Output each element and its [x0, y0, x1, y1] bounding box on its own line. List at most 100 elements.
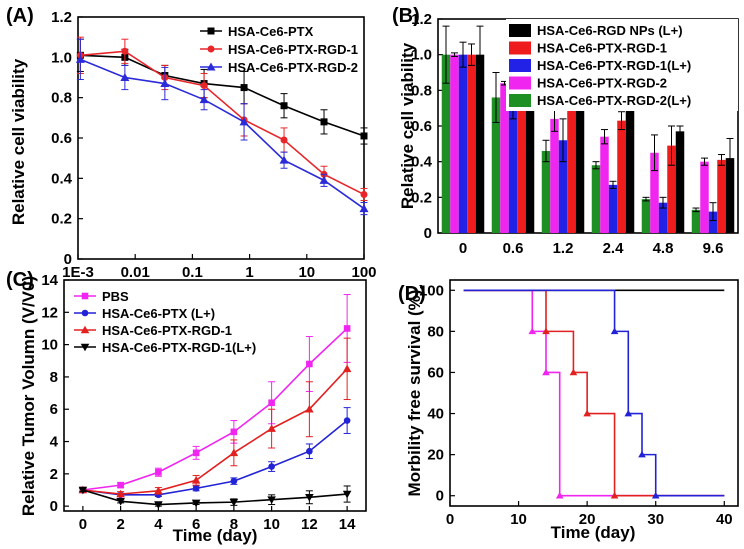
panel-b-legend-swatch — [509, 24, 531, 37]
panel-a-xtick-label: 0.1 — [182, 264, 203, 281]
panel-a-ytick-label: 0.4 — [51, 170, 73, 187]
panel-b-bar — [600, 136, 609, 233]
panel-a-legend-marker — [206, 62, 216, 71]
panel-b-bar — [650, 152, 659, 233]
panel-a-point — [360, 190, 368, 198]
panel-d-censor-marker — [624, 409, 633, 417]
panel-c-point — [305, 493, 314, 502]
panel-c-ytick-label: 14 — [41, 272, 58, 289]
panel-b-ytick-label: 1.0 — [411, 47, 432, 64]
panel-b-xtick-label: 4.8 — [653, 240, 674, 257]
panel-a-point — [320, 118, 328, 126]
panel-b-errorbar — [609, 180, 617, 189]
panel-c-series-4 — [78, 485, 352, 509]
panel-b-bar — [491, 97, 501, 233]
panel-d-xtick-label: 40 — [716, 511, 733, 528]
panel-b-bar — [591, 165, 601, 233]
panel-c-ytick-label: 10 — [41, 337, 58, 354]
panel-c-series-line — [82, 327, 348, 491]
panel-a-legend: HSA-Ce6-PTX HSA-Ce6-PTX-RGD-1 HSA-Ce6-PTX-… — [200, 24, 358, 75]
panel-b-bar — [617, 120, 626, 233]
panel-a-legend-marker — [207, 27, 215, 35]
panel-a-xtick-label: 100 — [351, 264, 376, 281]
panel-b-errorbar — [701, 157, 708, 166]
panel-b-bar — [558, 140, 568, 233]
panel-b-bar — [450, 54, 459, 233]
panel-b-bar — [508, 106, 518, 233]
panel-c-ytick-label: 12 — [41, 304, 58, 321]
panel-d-xtick-label: 30 — [647, 511, 664, 528]
panel-b-errorbar — [451, 52, 458, 57]
panel-c-legend-label: HSA-Ce6-PTX-RGD-1 — [102, 323, 232, 338]
panel-c-point — [306, 447, 313, 455]
panel-c-point — [192, 485, 200, 492]
panel-a-point — [360, 132, 368, 140]
panel-b-errorbar — [542, 139, 550, 163]
panel-b-bar — [567, 92, 576, 233]
panel-b-errorbar — [442, 25, 450, 84]
panel-c-legend-marker — [80, 325, 90, 334]
panel-a-series-3 — [75, 38, 369, 216]
panel-c: (C) Relative Tumor Volumn (V/V0) Time (d… — [6, 269, 367, 545]
panel-c-ytick-label: 4 — [50, 434, 59, 451]
panel-b-errorbar — [668, 125, 675, 166]
panel-a-point — [75, 54, 85, 63]
panel-b-legend-label: HSA-Ce6-PTX-RGD-2 — [537, 76, 667, 91]
panel-b-legend-swatch — [509, 76, 531, 90]
panel-a-point — [359, 204, 369, 213]
panel-c-point — [117, 481, 124, 489]
panel-b-xtick-label: 2.4 — [603, 240, 625, 257]
panel-b-bar — [458, 54, 468, 233]
panel-b-errorbar — [601, 129, 608, 145]
panel-c-point — [230, 428, 238, 436]
panel-a-point — [160, 79, 170, 88]
panel-b-legend-label: HSA-Ce6-RGD NPs (L+) — [537, 23, 683, 38]
panel-c-point — [342, 490, 352, 499]
panel-c-point — [305, 404, 314, 413]
panel-a-point — [199, 95, 209, 104]
panel-b-bar — [608, 184, 618, 233]
panel-c-label: (C) — [6, 269, 34, 291]
panel-a-series-line — [80, 50, 365, 196]
panel-a-ylabel: Relative cell viability — [9, 58, 28, 225]
panel-b-xtick-label: 1.2 — [553, 240, 574, 257]
panel-b-errorbar — [709, 202, 717, 222]
panel-b-ytick-label: 0.2 — [411, 189, 432, 206]
panel-c-point — [268, 463, 275, 470]
panel-c-xtick-label: 2 — [116, 516, 124, 533]
panel-c-point — [343, 417, 351, 424]
panel-c-point — [229, 448, 239, 457]
panel-b-xtick-label: 0 — [459, 240, 467, 257]
panel-c-ytick-label: 2 — [50, 466, 58, 483]
panel-c-xtick-label: 0 — [79, 516, 87, 533]
panel-d-xtick-label: 10 — [510, 511, 527, 528]
panel-b-ylabel: Relative cell viability — [398, 42, 417, 209]
panel-b-bar — [550, 118, 559, 233]
panel-d-step-line — [463, 289, 725, 497]
panel-c-xlabel: Time (day) — [173, 526, 258, 545]
panel-b-errorbar — [718, 154, 725, 166]
panel-c-frame — [63, 279, 367, 512]
panel-d-step-line — [463, 289, 725, 497]
panel-c-point — [154, 501, 163, 509]
panel-a-ytick-label: 1.2 — [51, 9, 72, 26]
panel-d-ytick-label: 0 — [436, 488, 444, 505]
panel-c-legend-marker — [80, 343, 90, 352]
panel-b-bar — [675, 131, 685, 233]
panel-a-point — [240, 84, 248, 92]
panel-d-xtick-label: 20 — [579, 511, 596, 528]
panel-c-point — [267, 424, 276, 432]
panel-a-point — [279, 155, 289, 164]
panel-b-legend: HSA-Ce6-RGD NPs (L+) HSA-Ce6-PTX-RGD-1 HSA… — [506, 19, 738, 111]
panel-d-ytick-label: 40 — [427, 406, 444, 423]
panel-b-bar — [625, 101, 635, 234]
panel-d-ytick-label: 100 — [419, 282, 444, 299]
panel-c-ylabel: Relative Tumor Volumn (V/V0) — [19, 276, 38, 516]
panel-a-label: (A) — [6, 5, 34, 27]
panel-c-point — [116, 498, 125, 506]
panel-d-censor-marker — [542, 368, 550, 376]
panel-b-xtick-label: 0.6 — [503, 240, 524, 257]
panel-b-ytick-label: 1.2 — [411, 11, 432, 28]
panel-d-censor-marker — [651, 491, 660, 499]
panel-d-frame — [449, 279, 739, 507]
